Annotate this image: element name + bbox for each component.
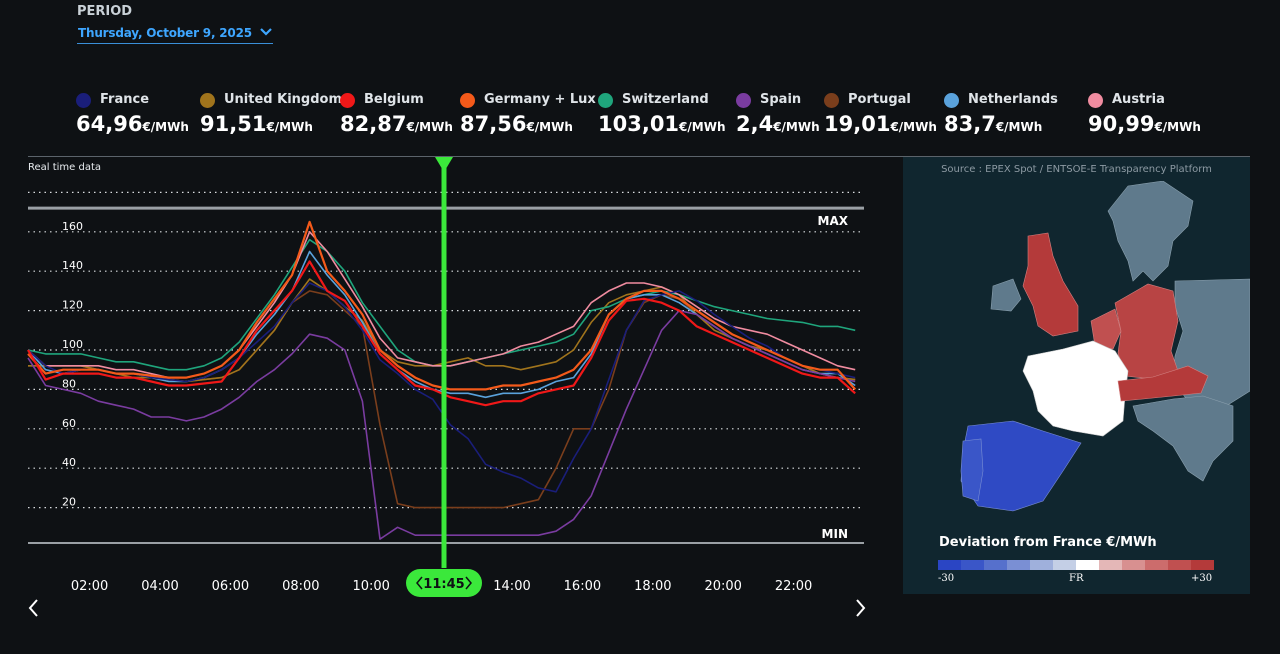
period-value: Thursday, October 9, 2025	[78, 26, 252, 40]
y-tick-label: 60	[62, 417, 76, 430]
legend-dot	[824, 93, 839, 108]
legend-dot	[460, 93, 475, 108]
price-chart[interactable]: 20 40 60 80 100 120 140 160 MAX MIN 02:00 04:00 06:0…	[0, 150, 890, 600]
legend-price: 87,56€/MWh	[460, 112, 573, 136]
legend-price: 2,4€/MWh	[736, 112, 820, 136]
legend-country-name: Austria	[1112, 92, 1165, 107]
x-tick-label: 10:00	[352, 579, 389, 594]
legend-dot	[1088, 93, 1103, 108]
previous-day-arrow-icon[interactable]	[22, 596, 46, 620]
country-legend: France 64,96€/MWh United Kingdom 91,51€/MWh…	[76, 90, 1201, 140]
scale-step	[1030, 560, 1053, 570]
legend-unit: €/MWh	[406, 120, 453, 134]
scale-step	[1007, 560, 1030, 570]
legend-price: 64,96€/MWh	[76, 112, 189, 136]
legend-unit: €/MWh	[995, 120, 1043, 134]
scale-step	[984, 560, 1007, 570]
scale-step	[1145, 560, 1168, 570]
legend-dot	[944, 93, 959, 108]
x-tick-label: 08:00	[282, 579, 319, 594]
map-alps[interactable]	[1117, 365, 1209, 402]
map-source: Source : EPEX Spot / ENTSOE-E Transparen…	[941, 164, 1212, 175]
legend-price: 90,99€/MWh	[1088, 112, 1201, 136]
legend-dot	[200, 93, 215, 108]
y-tick-label: 20	[62, 496, 76, 509]
scale-step	[1122, 560, 1145, 570]
scale-step	[1191, 560, 1214, 570]
scale-step	[1053, 560, 1076, 570]
x-tick-label: 04:00	[141, 579, 178, 594]
scale-max-label: +30	[1191, 573, 1213, 584]
real-time-label: Real time data	[28, 162, 102, 173]
period-dropdown[interactable]: Thursday, October 9, 2025	[77, 22, 273, 44]
x-tick-label: 02:00	[71, 579, 108, 594]
legend-country-name: United Kingdom	[224, 92, 343, 107]
legend-price: 103,01€/MWh	[598, 112, 726, 136]
scale-step	[1076, 560, 1099, 570]
europe-map[interactable]	[903, 181, 1250, 521]
divider	[28, 156, 1250, 157]
y-tick-label: 40	[62, 456, 76, 469]
chevron-right-icon	[465, 576, 472, 590]
chevron-left-icon	[416, 576, 423, 590]
legend-price: 82,87€/MWh	[340, 112, 453, 136]
y-tick-label: 100	[62, 338, 83, 351]
x-tick-label: 22:00	[775, 579, 812, 594]
time-cursor-handle[interactable]	[435, 157, 453, 172]
legend-unit: €/MWh	[679, 120, 726, 134]
map-germany[interactable]	[1114, 283, 1179, 380]
map-scandinavia[interactable]	[1107, 181, 1194, 282]
legend-unit: €/MWh	[142, 120, 189, 134]
map-united-kingdom[interactable]	[1022, 232, 1079, 337]
map-portugal[interactable]	[960, 438, 984, 502]
legend-dot	[76, 93, 91, 108]
selected-time-label: 11:45	[423, 577, 464, 592]
x-tick-label: 06:00	[212, 579, 249, 594]
legend-price: 91,51€/MWh	[200, 112, 313, 136]
period-label: PERIOD	[77, 4, 133, 19]
deviation-map-panel: Source : EPEX Spot / ENTSOE-E Transparen…	[903, 157, 1250, 594]
y-tick-label: 120	[62, 299, 83, 312]
map-italy-balkans[interactable]	[1132, 395, 1234, 482]
legend-country-name: France	[100, 92, 150, 107]
scale-step	[1099, 560, 1122, 570]
legend-country-name: Netherlands	[968, 92, 1058, 107]
legend-country-name: Belgium	[364, 92, 424, 107]
legend-unit: €/MWh	[890, 120, 937, 134]
legend-unit: €/MWh	[773, 120, 820, 134]
chevron-down-icon	[260, 28, 272, 36]
legend-price: 83,7€/MWh	[944, 112, 1043, 136]
map-legend-title: Deviation from France €/MWh	[939, 535, 1157, 550]
x-tick-label: 16:00	[564, 579, 601, 594]
legend-price: 19,01€/MWh	[824, 112, 937, 136]
legend-dot	[340, 93, 355, 108]
map-ireland[interactable]	[990, 278, 1022, 312]
scale-mid-label: FR	[1069, 573, 1084, 584]
time-badge[interactable]	[406, 569, 482, 597]
legend-country-name: Germany + Lux	[484, 92, 596, 107]
scale-step	[961, 560, 984, 570]
scale-min-label: -30	[938, 573, 955, 584]
y-tick-label: 160	[62, 220, 83, 233]
y-tick-label: 80	[62, 377, 76, 390]
x-tick-label: 20:00	[704, 579, 741, 594]
legend-dot	[736, 93, 751, 108]
legend-unit: €/MWh	[266, 120, 313, 134]
max-label: MAX	[818, 214, 849, 228]
legend-dot	[598, 93, 613, 108]
x-tick-label: 14:00	[493, 579, 530, 594]
legend-country-name: Switzerland	[622, 92, 709, 107]
legend-unit: €/MWh	[526, 120, 573, 134]
legend-country-name: Spain	[760, 92, 802, 107]
deviation-scale	[938, 560, 1214, 570]
x-tick-label: 18:00	[634, 579, 671, 594]
min-label: MIN	[822, 527, 848, 541]
y-tick-label: 140	[62, 259, 83, 272]
scale-step	[938, 560, 961, 570]
map-france[interactable]	[1022, 340, 1129, 437]
legend-unit: €/MWh	[1154, 120, 1201, 134]
next-day-arrow-icon[interactable]	[848, 596, 872, 620]
legend-country-name: Portugal	[848, 92, 911, 107]
scale-step	[1168, 560, 1191, 570]
